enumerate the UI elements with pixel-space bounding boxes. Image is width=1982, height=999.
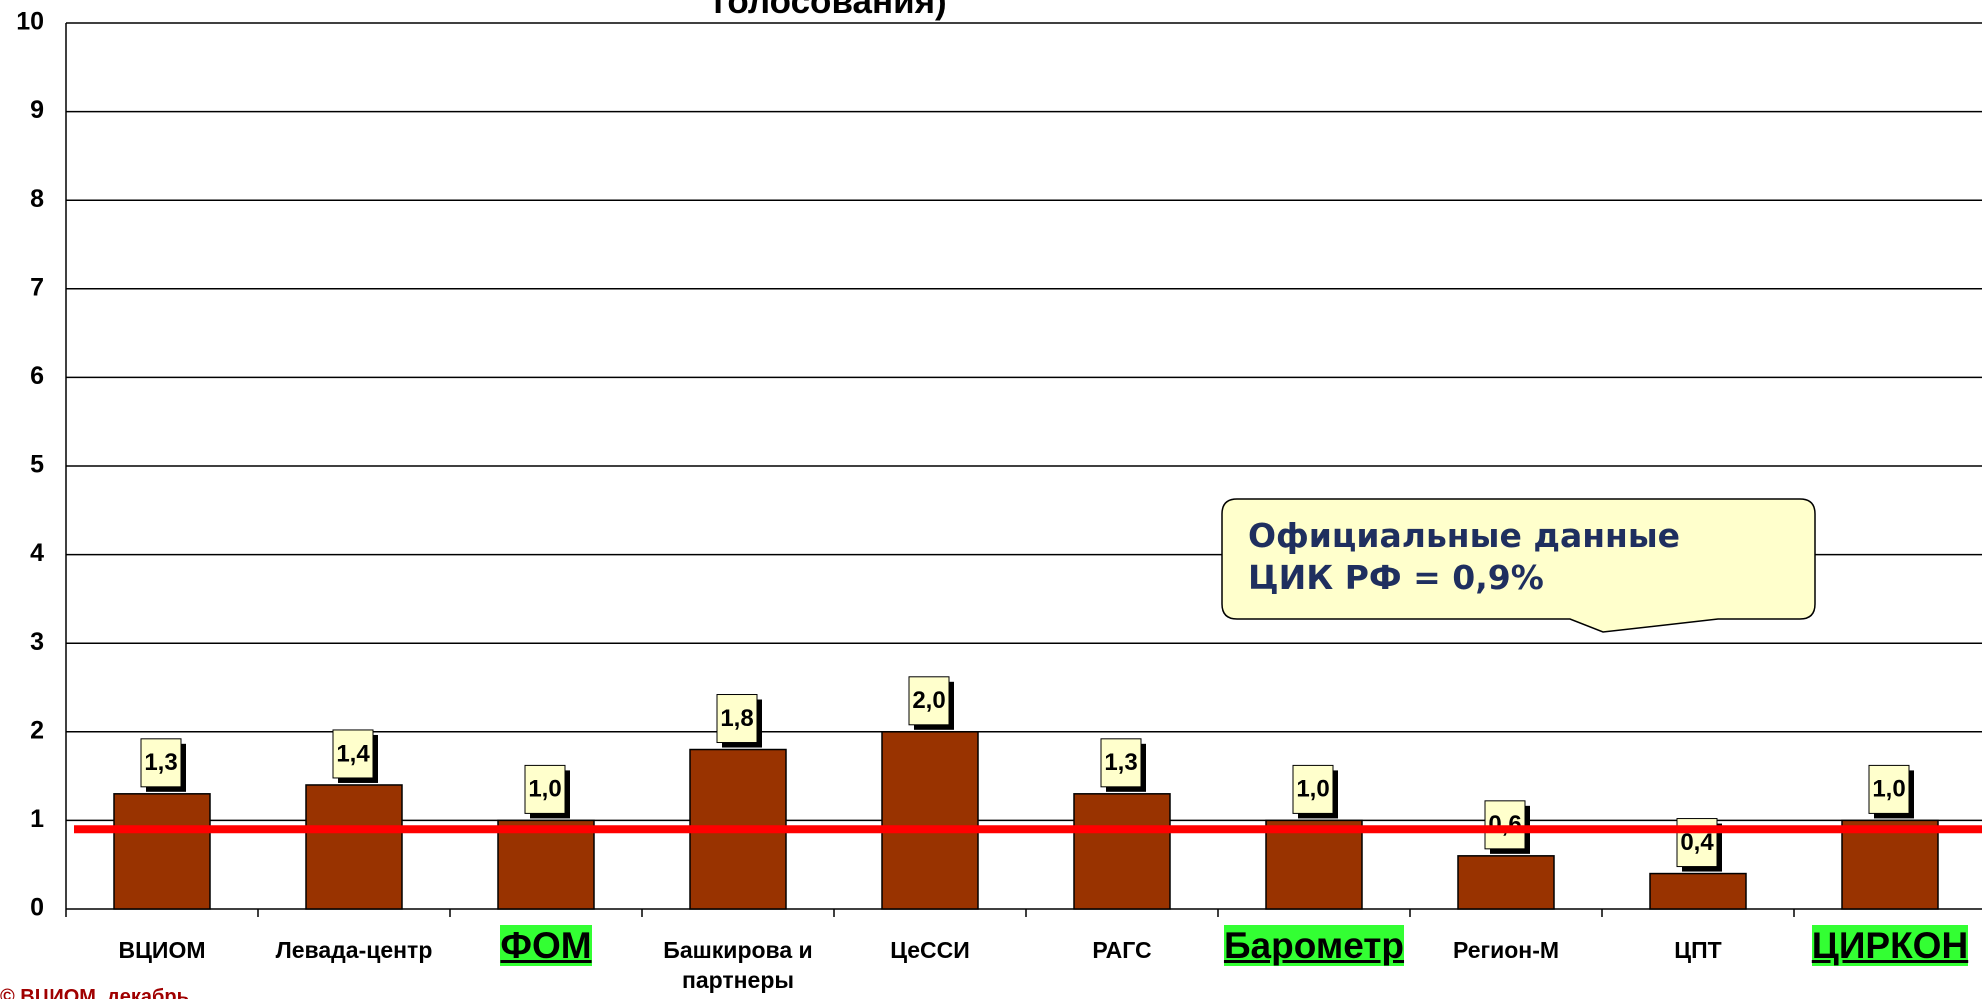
bar — [1073, 793, 1171, 910]
x-tick-label-text: Левада-центр — [275, 937, 433, 963]
x-tick-label-text: РАГС — [1092, 937, 1152, 963]
value-label-box — [1100, 738, 1142, 788]
value-label-box — [140, 738, 182, 788]
value-label-text: 1,3 — [144, 749, 177, 776]
value-label: 1,0 — [524, 764, 570, 819]
value-label: 1,8 — [716, 694, 762, 748]
value-label-box — [1484, 800, 1526, 850]
value-label-text: 2,0 — [912, 687, 945, 714]
y-tick-label: 4 — [30, 539, 44, 567]
footer: © ВЦИОМ, декабрь — [0, 986, 189, 999]
annotation-line: ЦИК РФ = 0,9% — [1248, 558, 1544, 597]
value-label-text: 1,8 — [720, 705, 753, 732]
x-tick-label: ФОМ — [453, 925, 639, 967]
x-tick-label-text: ЦПТ — [1674, 937, 1722, 963]
value-label-text: 1,3 — [1104, 749, 1137, 776]
bar — [1265, 819, 1363, 910]
value-label-box — [332, 729, 374, 779]
chart-title: голосования) — [713, 0, 947, 21]
x-tick-label-text: Башкирова и партнеры — [663, 937, 813, 993]
value-label-box — [1868, 764, 1910, 814]
value-label: 1,3 — [140, 738, 186, 792]
x-tick-label: ЦеССИ — [837, 935, 1023, 965]
value-label-box — [524, 764, 566, 814]
value-label-text: 1,0 — [1872, 776, 1905, 803]
y-tick-label: 1 — [30, 805, 44, 833]
bar — [1457, 855, 1555, 910]
bar — [113, 793, 211, 910]
x-tick-label: ЦИРКОН — [1797, 925, 1982, 967]
value-label: 2,0 — [908, 676, 954, 730]
value-label-text: 1,4 — [336, 740, 370, 767]
x-tick-label-text: ВЦИОМ — [118, 937, 206, 963]
callout — [1221, 498, 1816, 633]
value-label: 1,3 — [1100, 738, 1146, 792]
value-label-text: 0,6 — [1488, 811, 1521, 838]
y-tick-label: 2 — [30, 716, 44, 744]
x-tick-label-text: ЦеССИ — [890, 937, 970, 963]
x-tick-label: Регион-М — [1413, 935, 1599, 965]
x-tick-label-text: ЦИРКОН — [1811, 925, 1969, 966]
value-label-text: 1,0 — [528, 776, 561, 803]
x-tick-label: Левада-центр — [261, 935, 447, 965]
bar — [305, 784, 403, 910]
value-label-box — [1292, 764, 1334, 814]
value-label-text: 0,4 — [1680, 829, 1714, 856]
x-tick-label-text: Барометр — [1223, 925, 1405, 966]
value-label-box — [716, 694, 758, 744]
annotation-line: Официальные данные — [1248, 516, 1681, 555]
value-label-text: 1,0 — [1296, 776, 1329, 803]
x-tick-label-text: Регион-М — [1452, 937, 1560, 963]
x-tick-label: ЦПТ — [1605, 935, 1791, 965]
x-tick-label: РАГС — [1029, 935, 1215, 965]
y-tick-label: 6 — [30, 362, 44, 390]
value-label-box — [908, 676, 950, 726]
y-tick-label: 0 — [30, 894, 44, 922]
y-tick-label: 3 — [30, 628, 44, 656]
y-tick-label: 10 — [16, 8, 44, 36]
value-label: 1,0 — [1868, 764, 1914, 819]
y-tick-label: 8 — [30, 185, 44, 213]
x-tick-label: Башкирова и партнеры — [645, 935, 831, 995]
bar — [1841, 819, 1939, 910]
y-tick-label: 7 — [30, 273, 44, 301]
x-tick-label-text: ФОМ — [500, 925, 592, 966]
bar — [881, 731, 979, 910]
value-label: 1,4 — [332, 729, 378, 783]
x-tick-label: Барометр — [1221, 925, 1407, 967]
value-label: 1,0 — [1292, 764, 1338, 819]
bar — [1649, 872, 1747, 910]
annotation: Официальные данные ЦИК РФ = 0,9% — [1248, 515, 1680, 599]
y-tick-label: 9 — [30, 96, 44, 124]
bar — [497, 819, 595, 910]
y-tick-label: 5 — [30, 451, 44, 479]
x-tick-label: ВЦИОМ — [69, 935, 255, 965]
